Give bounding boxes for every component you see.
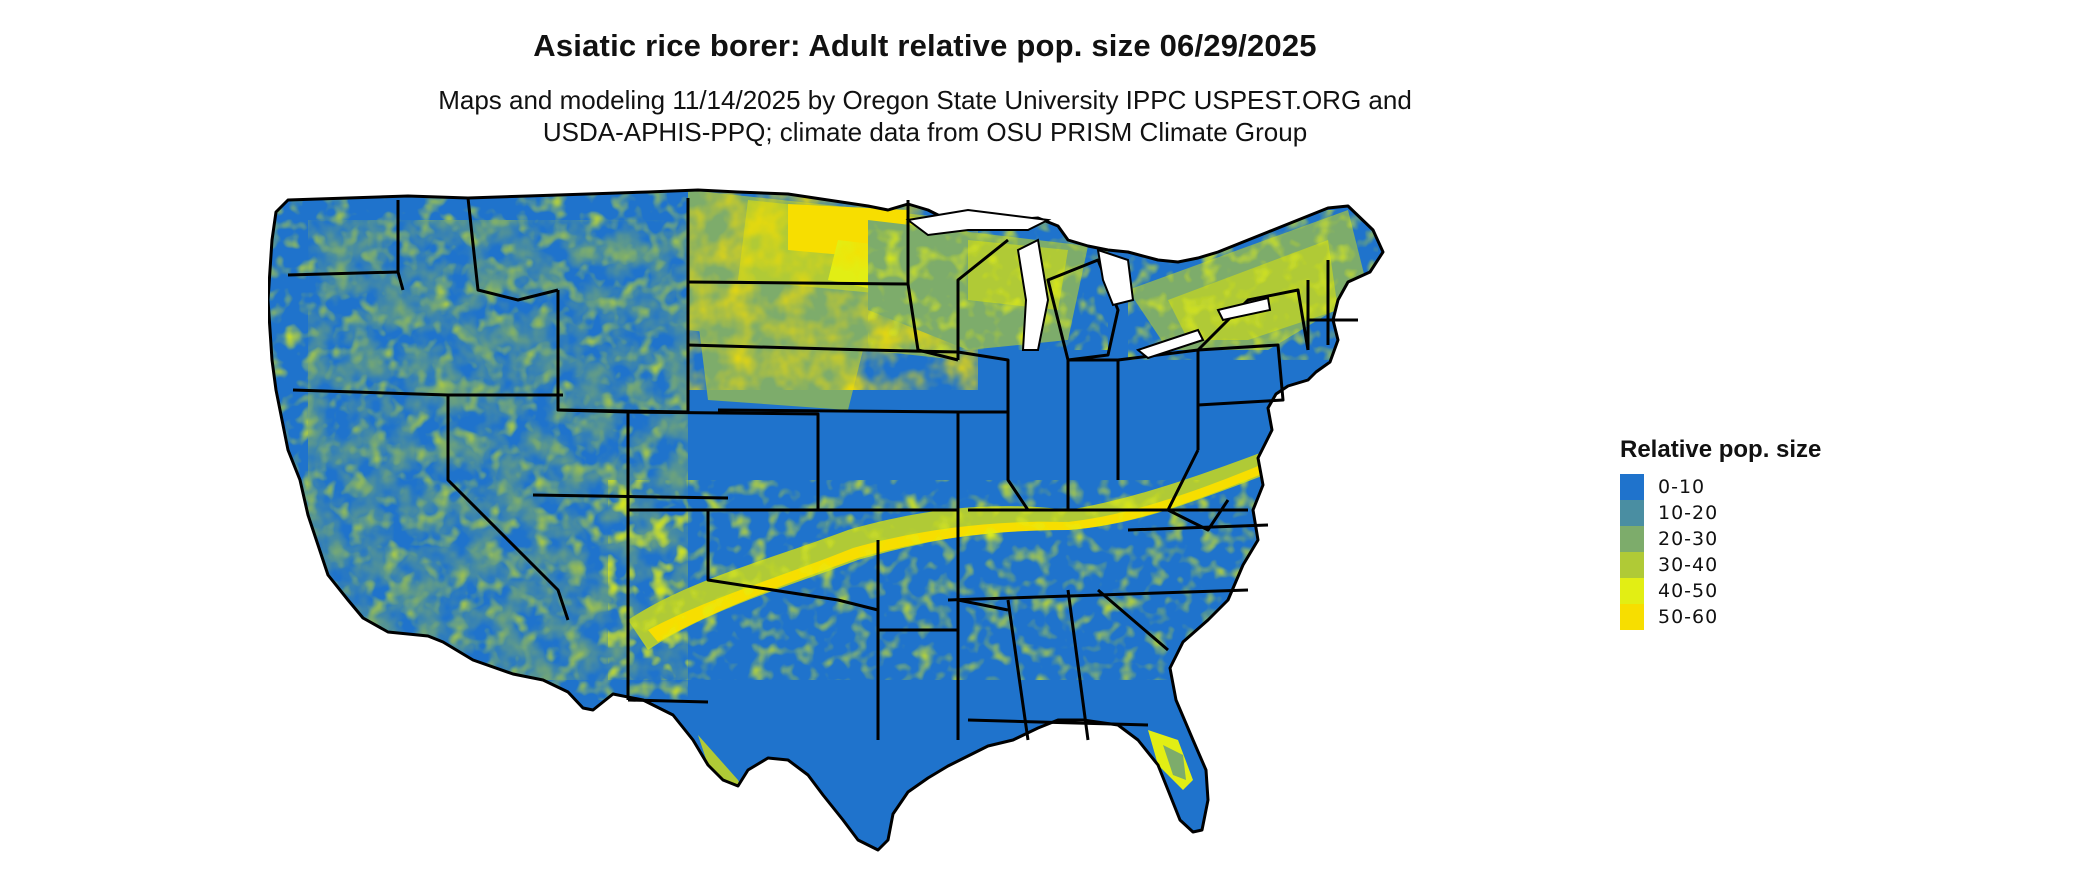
- state-line-wv: [1166, 449, 1230, 532]
- map-fill-layer: [268, 190, 1383, 850]
- legend-swatch: [1620, 604, 1644, 630]
- state-line-pa: [1197, 343, 1285, 407]
- legend-label: 0-10: [1658, 476, 1706, 498]
- legend-label: 20-30: [1658, 528, 1719, 550]
- state-borders: [268, 188, 1385, 852]
- legend-item: 0-10: [1620, 474, 1821, 500]
- lake-ontario: [1216, 296, 1272, 322]
- map-subtitle: Maps and modeling 11/14/2025 by Oregon S…: [0, 84, 1850, 148]
- state-line-nm-tx: [627, 698, 709, 704]
- state-line-ca-nv: [446, 395, 570, 621]
- state-line-sd-ne: [687, 343, 869, 352]
- state-line-tn-south: [947, 588, 1249, 602]
- legend-swatch: [1620, 474, 1644, 500]
- legend-swatch: [1620, 578, 1644, 604]
- state-line-dakotas-mn: [906, 200, 959, 362]
- legend-label: 50-60: [1658, 606, 1719, 628]
- legend-swatch: [1620, 526, 1644, 552]
- lake-michigan: [1016, 238, 1050, 351]
- state-line-mi: [1046, 258, 1120, 362]
- lake-superior: [905, 208, 1052, 237]
- legend-items: 0-10 10-20 20-30 30-40 40-50 50-60: [1620, 474, 1821, 630]
- subtitle-line-2: USDA-APHIS-PPQ; climate data from OSU PR…: [542, 117, 1308, 147]
- legend-label: 40-50: [1658, 580, 1719, 602]
- state-line-va-nc: [1127, 523, 1269, 532]
- legend-item: 50-60: [1620, 604, 1821, 630]
- state-line-ga: [1066, 589, 1090, 741]
- great-lakes: [905, 208, 1272, 360]
- us-map: [268, 180, 1588, 880]
- state-line-nd-sd: [687, 280, 909, 286]
- legend-item: 30-40: [1620, 552, 1821, 578]
- legend-label: 30-40: [1658, 554, 1719, 576]
- legend-title: Relative pop. size: [1620, 436, 1822, 463]
- state-line-or-ca: [292, 388, 449, 397]
- state-line-ut-az: [532, 493, 729, 500]
- us-map-svg: [268, 188, 1385, 852]
- map-legend: Relative pop. size 0-10 10-20 20-30 30-40 40…: [1620, 436, 1821, 630]
- state-line-al: [1006, 599, 1030, 741]
- lake-huron: [1096, 248, 1135, 307]
- legend-swatch: [1620, 552, 1644, 578]
- legend-item: 10-20: [1620, 500, 1821, 526]
- legend-label: 10-20: [1658, 502, 1719, 524]
- state-line-ny: [1196, 288, 1310, 352]
- northeast-speckle: [1128, 210, 1378, 360]
- legend-item: 40-50: [1620, 578, 1821, 604]
- legend-swatch: [1620, 500, 1644, 526]
- map-title: Asiatic rice borer: Adult relative pop. …: [533, 28, 1317, 63]
- state-line-id-mt: [466, 197, 559, 302]
- subtitle-line-1: Maps and modeling 11/14/2025 by Oregon S…: [438, 85, 1412, 115]
- state-line-sc: [1097, 588, 1169, 652]
- state-line-ok-tx: [706, 510, 879, 612]
- state-line-mn-wi: [956, 238, 1009, 360]
- lake-erie: [1135, 328, 1205, 360]
- legend-item: 20-30: [1620, 526, 1821, 552]
- state-line-ne-ks: [717, 408, 959, 414]
- state-line-fl-north: [967, 718, 1149, 727]
